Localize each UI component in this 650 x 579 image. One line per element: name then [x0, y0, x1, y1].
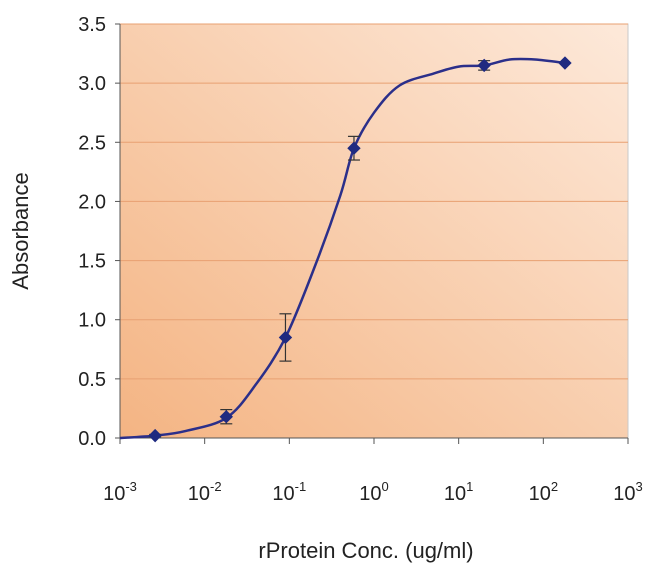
data-points [148, 56, 572, 443]
x-tick-label: 10-3 [103, 479, 137, 505]
x-axis-label: rProtein Conc. (ug/ml) [258, 538, 473, 563]
axes [115, 23, 629, 444]
data-point [278, 330, 293, 345]
y-tick-label: 0.0 [78, 428, 106, 450]
x-tick-label: 10-1 [272, 479, 306, 505]
y-tick-labels: 0.0 0.5 1.0 1.5 2.0 2.5 3.0 3.5 [78, 14, 106, 450]
gridlines [120, 23, 628, 380]
x-tick-labels: 10-3 10-2 10-1 100 101 102 103 [103, 479, 643, 505]
x-tick-label: 103 [613, 479, 642, 505]
y-tick-label: 2.5 [78, 132, 106, 154]
y-tick-label: 1.5 [78, 251, 106, 273]
x-tick-label: 101 [444, 479, 473, 505]
x-tick-label: 10-2 [188, 479, 222, 505]
y-tick-label: 0.5 [78, 369, 106, 391]
data-point [148, 428, 162, 443]
y-axis-label: Absorbance [8, 172, 33, 289]
data-point [558, 56, 572, 70]
y-tick-label: 1.0 [78, 310, 106, 332]
y-tick-label: 2.0 [78, 191, 106, 213]
x-tick-label: 100 [359, 479, 388, 505]
data-point [219, 410, 233, 424]
y-tick-label: 3.5 [78, 14, 106, 36]
data-point [347, 141, 361, 155]
data-point [477, 58, 491, 73]
y-tick-label: 3.0 [78, 73, 106, 95]
x-tick-label: 102 [529, 479, 558, 505]
plot-area [119, 23, 629, 439]
